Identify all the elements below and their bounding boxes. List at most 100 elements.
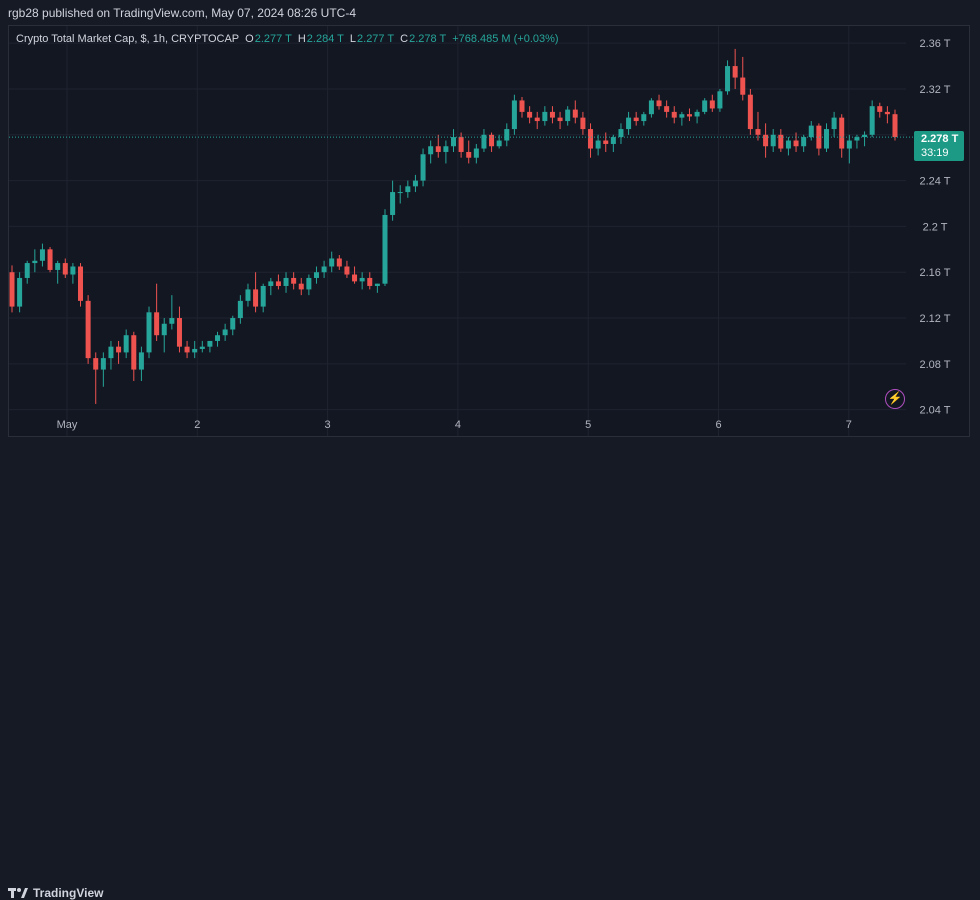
candle-body — [747, 94, 753, 130]
candle-body — [466, 151, 472, 158]
candle — [565, 106, 571, 126]
tradingview-brand[interactable]: TradingView — [8, 886, 103, 900]
lightning-bolt-icon[interactable]: ⚡ — [885, 389, 905, 409]
candle — [405, 180, 411, 198]
candle — [862, 131, 868, 147]
candle-body — [100, 358, 106, 370]
candle — [17, 272, 23, 313]
candle — [169, 295, 175, 330]
candle — [588, 123, 594, 158]
candle-body — [793, 140, 799, 147]
candle-body — [496, 140, 502, 147]
candle — [184, 340, 190, 359]
candle-body — [78, 266, 84, 301]
candle-body — [755, 129, 761, 135]
candle-body — [511, 100, 517, 130]
candle-body — [154, 312, 160, 336]
candle — [268, 277, 274, 296]
candle-body — [146, 312, 152, 353]
candle — [215, 331, 221, 347]
candle — [253, 272, 259, 313]
candle-body — [169, 318, 175, 324]
last-price: 2.278 T — [921, 133, 959, 145]
candle-body — [329, 258, 335, 267]
candle-body — [641, 114, 647, 122]
candle — [542, 106, 548, 126]
candle — [93, 352, 99, 404]
candle — [808, 121, 814, 141]
candle — [420, 148, 426, 187]
candle — [85, 295, 91, 364]
candle-body — [367, 277, 373, 286]
open-value: 2.277 T — [254, 33, 292, 45]
candle — [496, 134, 502, 149]
candle-body — [313, 272, 319, 278]
candle — [329, 251, 335, 273]
candle — [785, 137, 791, 156]
candle — [24, 260, 30, 284]
candle — [656, 94, 662, 110]
candle-body — [123, 335, 129, 353]
candle — [336, 255, 342, 270]
candle — [108, 340, 114, 370]
last-price-badge: 2.278 T 33:19 — [914, 131, 964, 161]
candle — [763, 123, 769, 158]
candle-body — [633, 117, 639, 122]
candle — [892, 109, 898, 141]
candle-body — [85, 300, 91, 359]
candle-body — [230, 318, 236, 330]
candle-body — [9, 272, 15, 307]
y-tick-label: 2.2 T — [923, 221, 948, 233]
symbol-legend: Crypto Total Market Cap, $, 1h, CRYPTOCA… — [16, 33, 565, 45]
candle — [618, 123, 624, 144]
candle-body — [610, 137, 616, 144]
candle-body — [823, 129, 829, 149]
candle — [519, 97, 525, 118]
candle-body — [344, 266, 350, 275]
candle-body — [801, 137, 807, 147]
candle — [778, 129, 784, 152]
candle — [694, 109, 700, 124]
candlestick-chart[interactable]: 2.36 T2.32 T2.28 T2.24 T2.2 T2.16 T2.12 … — [0, 0, 980, 468]
tradingview-logo-icon — [8, 888, 28, 898]
candle — [146, 306, 152, 359]
candle-body — [192, 348, 198, 353]
candle-body — [283, 277, 289, 286]
candle-body — [352, 274, 358, 282]
candle — [679, 111, 685, 126]
candle-body — [215, 335, 221, 341]
candle — [580, 111, 586, 135]
candle — [374, 283, 380, 293]
candle — [557, 111, 563, 130]
candle — [435, 134, 441, 158]
candle — [32, 249, 38, 273]
candle — [245, 283, 251, 307]
close-value: 2.278 T — [409, 33, 447, 45]
candle-body — [108, 346, 114, 359]
chart-frame[interactable] — [8, 25, 970, 437]
candle-body — [93, 358, 99, 370]
candle-body — [47, 249, 53, 270]
candle-body — [435, 146, 441, 152]
candle-body — [892, 114, 898, 138]
footer-bar: TradingView — [0, 440, 980, 900]
candle — [306, 274, 312, 296]
candle-body — [451, 137, 456, 147]
candle — [709, 94, 715, 112]
candle — [823, 123, 829, 152]
candle — [481, 129, 487, 152]
candle-body — [732, 66, 738, 78]
candle — [283, 272, 289, 293]
change-value: +768.485 M (+0.03%) — [452, 33, 559, 45]
candle — [884, 106, 890, 124]
candle — [313, 266, 319, 284]
candle-body — [237, 300, 243, 319]
candle-body — [245, 289, 251, 301]
candle — [154, 283, 160, 341]
x-tick-label: 4 — [455, 419, 461, 431]
candle-body — [260, 285, 266, 307]
candle-body — [131, 335, 137, 370]
candle — [199, 340, 205, 353]
x-tick-label: May — [57, 419, 78, 431]
candle-body — [694, 111, 700, 117]
